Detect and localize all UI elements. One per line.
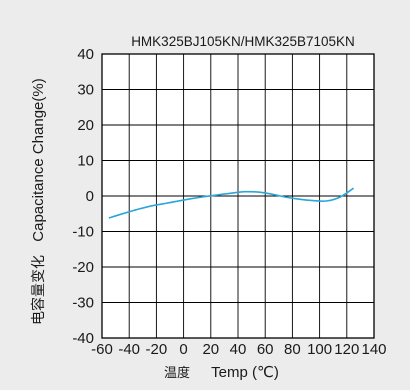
x-tick-label: -20 <box>146 341 168 358</box>
y-tick-label: 30 <box>77 82 94 99</box>
y-tick-label: 40 <box>77 46 94 63</box>
x-tick-label: -40 <box>118 341 140 358</box>
y-tick-label: 20 <box>77 117 94 134</box>
series-line <box>108 187 355 219</box>
grid <box>102 54 374 338</box>
x-tick-label: 0 <box>179 341 187 358</box>
y-tick-label: -30 <box>72 295 94 312</box>
x-axis-label-cn: 温度 <box>164 365 190 380</box>
series-layer <box>108 187 355 219</box>
x-tick-labels: -60 -40 -20 0 20 40 60 80 100 120 140 <box>91 341 386 358</box>
y-tick-label: -10 <box>72 224 94 241</box>
chart-title: HMK325BJ105KN/HMK325B7105KN <box>131 34 355 49</box>
plot-frame <box>101 53 375 339</box>
x-tick-label: 40 <box>230 341 247 358</box>
y-axis-label-cn: 电容量变化 <box>30 255 46 325</box>
x-tick-label: 60 <box>257 341 274 358</box>
y-axis-label-en: Capacitance Change(%) <box>30 78 47 241</box>
y-tick-label: 0 <box>86 188 94 205</box>
x-axis-label-en: Temp (℃) <box>211 364 279 381</box>
x-tick-label: 80 <box>284 341 301 358</box>
x-tick-label: 100 <box>307 341 332 358</box>
y-tick-label: -40 <box>72 330 94 347</box>
y-tick-label: 10 <box>77 153 94 170</box>
x-tick-label: 120 <box>334 341 359 358</box>
y-tick-labels: 40 30 20 10 0 -10 -20 -30 -40 <box>72 46 94 347</box>
y-tick-label: -20 <box>72 259 94 276</box>
x-tick-label: 20 <box>202 341 219 358</box>
x-tick-label: 140 <box>361 341 386 358</box>
x-tick-label: -60 <box>91 341 113 358</box>
